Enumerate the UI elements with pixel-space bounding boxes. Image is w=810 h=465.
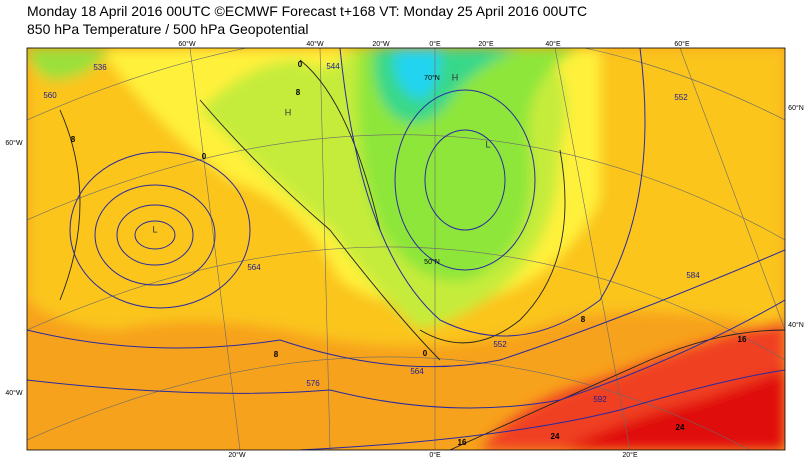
geopotential-label: 544 (326, 62, 340, 71)
longitude-label: 20°W (228, 451, 246, 459)
map-area (27, 48, 785, 450)
longitude-label: 60°E (674, 40, 690, 48)
temperature-label: 24 (551, 432, 560, 441)
geopotential-label: 564 (247, 263, 261, 272)
temperature-contours (59, 59, 785, 450)
temperature-label: 16 (458, 438, 467, 447)
temperature-label: 0 (202, 152, 207, 161)
longitude-label: 0°E (429, 40, 441, 48)
longitude-label: 0°E (429, 451, 441, 459)
longitude-label: 60°W (5, 139, 23, 147)
pressure-centre: H (285, 107, 292, 117)
pressure-centre: L (485, 139, 490, 149)
map-frame (26, 47, 786, 451)
longitude-label: 40°W (306, 40, 324, 48)
temperature-label: 0 (423, 349, 428, 358)
longitude-label: 40°E (545, 40, 561, 48)
geopotential-label: 576 (306, 379, 320, 388)
geopotential-label: 560 (43, 91, 57, 100)
geopotential-contours (27, 48, 785, 450)
temperature-label: 8 (581, 315, 586, 324)
geopotential-label: 552 (674, 93, 688, 102)
graticule (27, 48, 785, 450)
geopotential-label: 584 (686, 271, 700, 280)
temperature-label: 0 (298, 60, 303, 69)
latitude-label: 70°N (424, 74, 440, 82)
temperature-label: 8 (296, 88, 301, 97)
longitude-label: 20°W (372, 40, 390, 48)
temperature-label: 16 (738, 335, 747, 344)
title: Monday 18 April 2016 00UTC ©ECMWF Foreca… (27, 3, 587, 19)
longitude-label: 20°E (622, 451, 638, 459)
geopotential-label: 592 (593, 395, 607, 404)
pressure-centre: H (452, 72, 459, 82)
longitude-label: 60°W (178, 40, 196, 48)
latitude-label: 60°N (788, 104, 804, 112)
longitude-label: 40°W (5, 389, 23, 397)
pressure-centre: L (152, 224, 157, 234)
subtitle: 850 hPa Temperature / 500 hPa Geopotenti… (27, 21, 309, 37)
temperature-label: 24 (676, 423, 685, 432)
temperature-label: 8 (71, 135, 76, 144)
temperature-label: 8 (274, 350, 279, 359)
latitude-label: 40°N (788, 321, 804, 329)
geopotential-label: 564 (410, 367, 424, 376)
latitude-label: 50°N (424, 258, 440, 266)
geopotential-label: 552 (493, 340, 507, 349)
geopotential-label: 536 (93, 63, 107, 72)
longitude-label: 20°E (478, 40, 494, 48)
